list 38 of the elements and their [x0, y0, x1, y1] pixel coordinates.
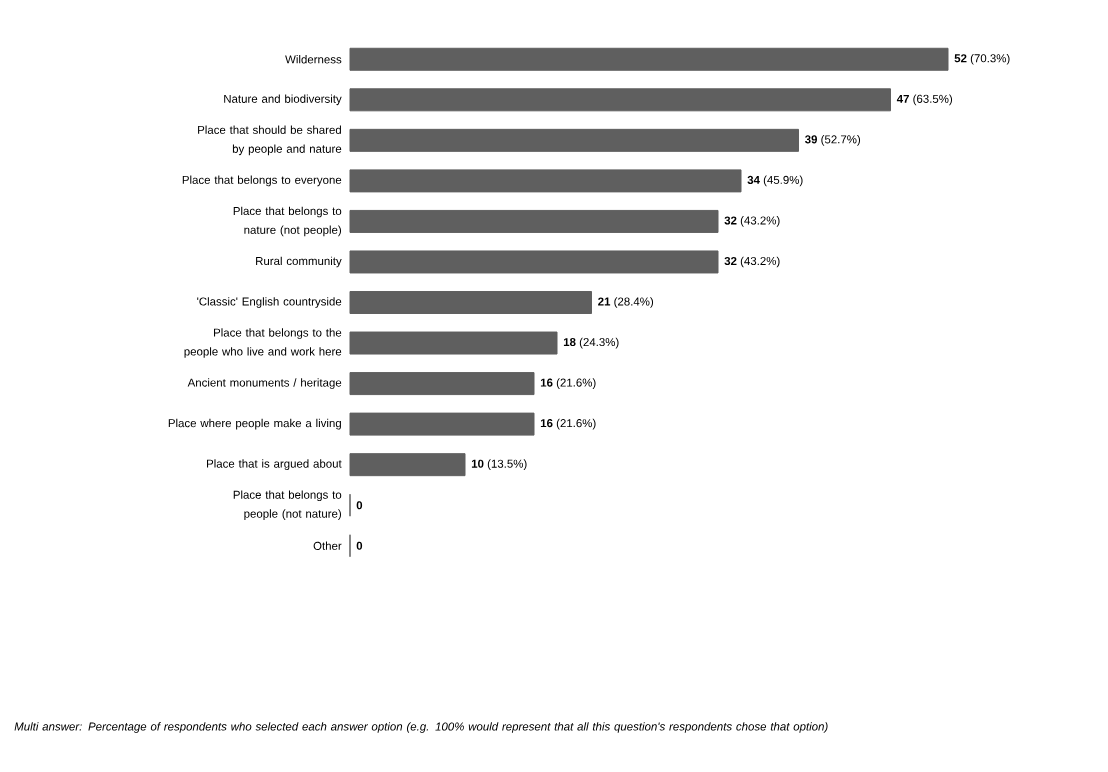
- bar: [349, 331, 558, 355]
- bar: [349, 169, 742, 193]
- bar: [349, 372, 535, 396]
- data-label: 16 (21.6%): [540, 378, 596, 389]
- y-tick-label: Place where people make a living: [168, 418, 341, 430]
- y-tick-label: Place that is argued about: [207, 459, 342, 470]
- data-label: 32 (43.2%): [724, 256, 780, 268]
- y-tick-label: Wilderness: [285, 55, 342, 64]
- y-tick-label: Place that should be shared by people and nature: [198, 125, 342, 156]
- data-label: 0: [356, 541, 363, 550]
- y-tick-label: Ancient monuments / heritage: [187, 378, 342, 389]
- text: Multi answer: Percentage of respondents who selected each answer option (e.g. 100% would represent that all this question's respondents chose that option): [14, 722, 828, 733]
- bar: [349, 291, 593, 315]
- data-label: 39 (52.7%): [804, 135, 861, 146]
- bar: [349, 128, 800, 152]
- bar: [349, 47, 949, 71]
- y-tick-label: Place that belongs to people (not nature): [233, 490, 342, 520]
- bar: [349, 453, 466, 477]
- y-tick-label: Nature and biodiversity: [224, 94, 342, 106]
- data-label: 18 (24.3%): [563, 337, 619, 349]
- y-tick-label: Place that belongs to everyone: [182, 175, 342, 187]
- y-tick-label: Place that belongs to the people who live and work here: [184, 328, 342, 358]
- bar: [349, 250, 719, 274]
- data-label: 52 (70.3%): [954, 53, 1010, 65]
- bar: [349, 88, 892, 112]
- bar: [349, 209, 719, 233]
- bar: [349, 412, 535, 436]
- data-label: 10 (13.5%): [471, 459, 527, 470]
- y-tick-label: Rural community: [256, 256, 342, 268]
- y-tick-label: 'Classic' English countryside: [197, 297, 342, 308]
- data-label: 16 (21.6%): [540, 418, 596, 430]
- data-label: 21 (28.4%): [598, 297, 654, 308]
- y-tick-label: Place that belongs to nature (not people): [233, 206, 342, 237]
- data-label: 0: [356, 501, 363, 510]
- data-label: 47 (63.5%): [896, 94, 953, 106]
- data-label: 34 (45.9%): [747, 175, 803, 187]
- y-tick-label: Other: [313, 541, 342, 550]
- data-label: 32 (43.2%): [724, 216, 780, 227]
